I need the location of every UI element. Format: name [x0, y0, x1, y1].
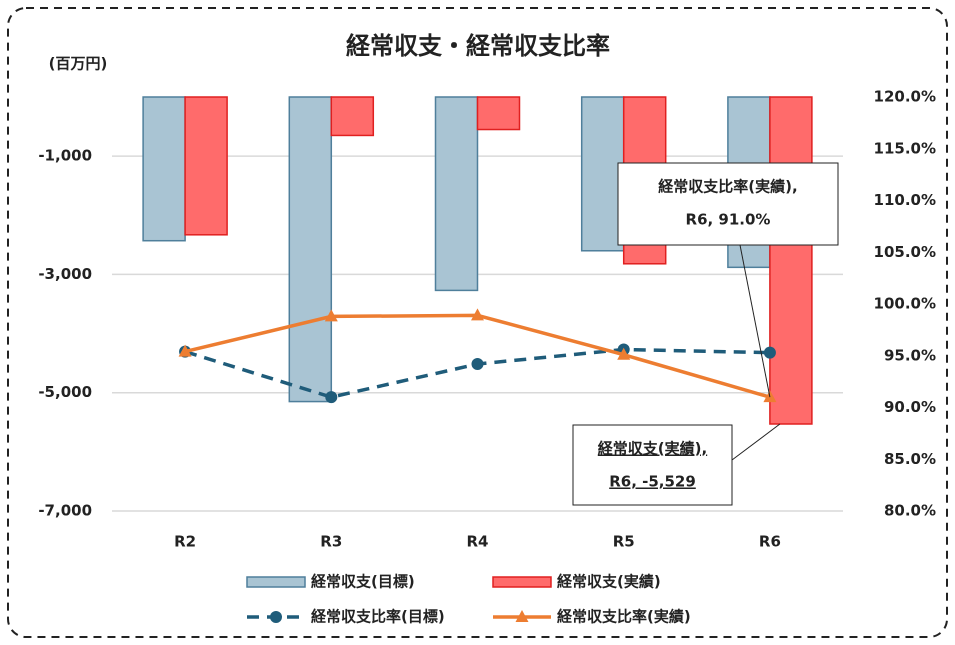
- marker: [617, 347, 631, 360]
- callout-text: 経常収支(実績),: [598, 440, 707, 458]
- y2-tick-label: 85.0%: [884, 450, 936, 468]
- marker: [471, 308, 484, 321]
- y-tick-label: -1,000: [38, 147, 92, 165]
- bar: [580, 96, 625, 252]
- marker: [324, 309, 338, 322]
- y-tick-label: -7,000: [38, 502, 92, 520]
- y-tick-label: -5,000: [38, 383, 92, 401]
- leader-line: [731, 423, 781, 461]
- chart-title: 経常収支・経常収支比率: [346, 32, 610, 60]
- callout-box: [617, 162, 839, 246]
- legend-label: 経常収支比率(実績): [557, 608, 691, 626]
- bar: [769, 96, 813, 425]
- x-tick-label: R5: [613, 533, 635, 551]
- y2-tick-label: 120.0%: [874, 88, 936, 106]
- legend-marker: [270, 611, 282, 623]
- bar: [476, 96, 521, 131]
- legend-swatch: [492, 576, 552, 588]
- y2-tick-label: 80.0%: [884, 502, 936, 520]
- legend-label: 経常収支(目標): [311, 573, 415, 591]
- x-tick-label: R6: [759, 533, 781, 551]
- callout-text: R6, 91.0%: [686, 211, 771, 229]
- marker: [763, 346, 776, 359]
- marker: [471, 358, 484, 371]
- callout-text: R6, -5,529: [609, 473, 696, 491]
- leader-line: [739, 244, 771, 398]
- marker: [325, 391, 338, 404]
- x-tick-label: R3: [320, 533, 342, 551]
- x-tick-label: R4: [467, 533, 489, 551]
- y2-tick-label: 90.0%: [884, 398, 936, 416]
- legend-swatch: [246, 576, 306, 588]
- callout-text: 経常収支比率(実績),: [658, 178, 797, 196]
- bar: [184, 96, 228, 236]
- y-axis-label: (百万円): [49, 55, 108, 73]
- y2-tick-label: 95.0%: [884, 346, 936, 364]
- bar: [142, 96, 186, 242]
- bar: [330, 96, 375, 137]
- y2-tick-label: 110.0%: [874, 191, 936, 209]
- y2-tick-label: 100.0%: [874, 295, 936, 313]
- y-tick-label: -3,000: [38, 265, 92, 283]
- x-tick-label: R2: [174, 533, 196, 551]
- legend-marker: [515, 610, 529, 622]
- y2-tick-label: 105.0%: [874, 243, 936, 261]
- callout-box: [572, 424, 733, 506]
- marker: [178, 344, 192, 357]
- y2-tick-label: 115.0%: [874, 139, 936, 157]
- legend-label: 経常収支(実績): [557, 573, 661, 591]
- bar: [288, 96, 333, 403]
- bar: [434, 96, 479, 292]
- legend-label: 経常収支比率(目標): [311, 608, 445, 626]
